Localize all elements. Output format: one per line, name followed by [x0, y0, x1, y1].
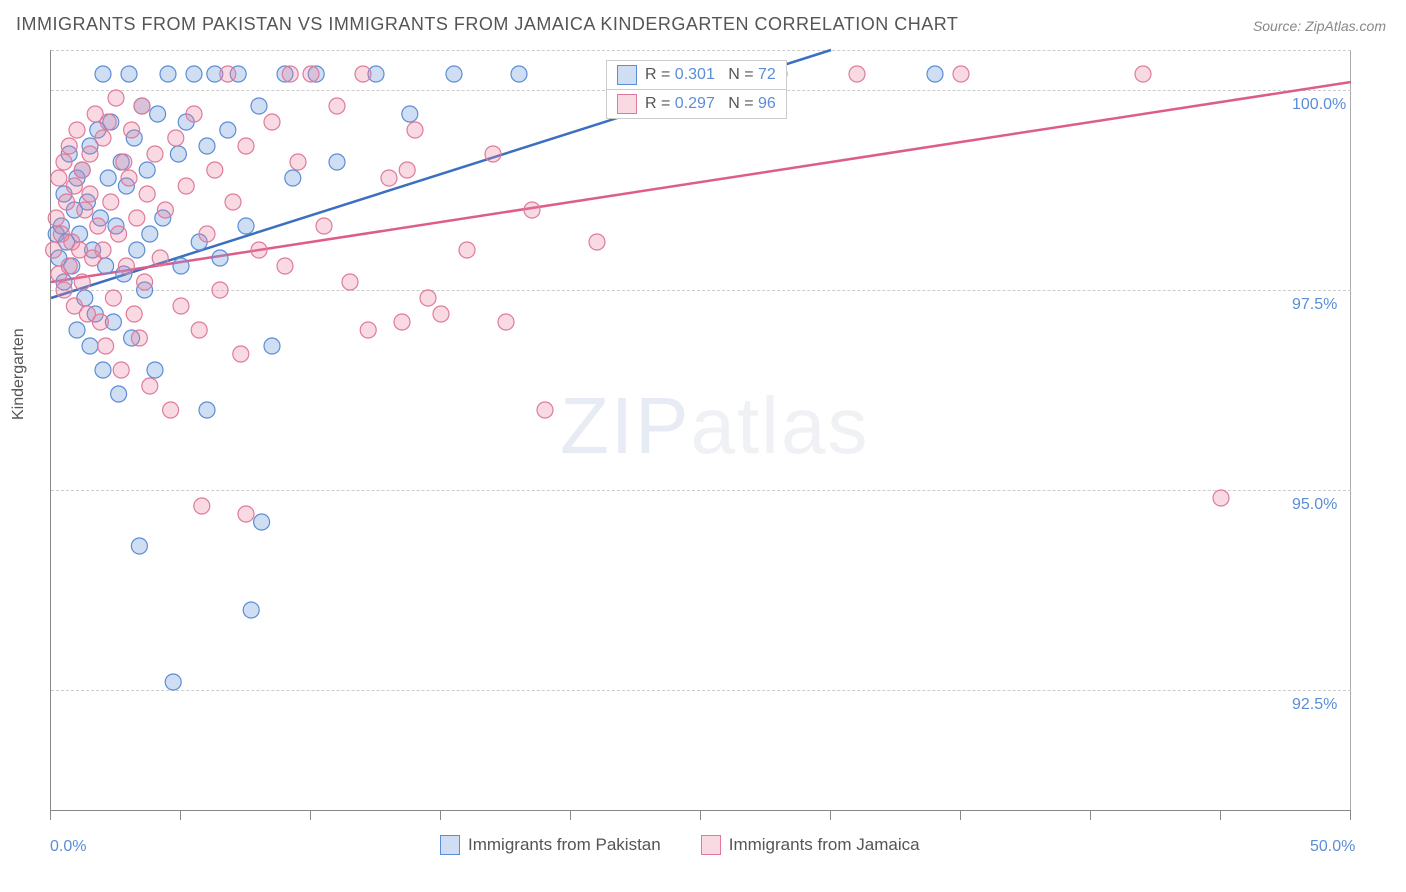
source-site: ZipAtlas.com — [1305, 18, 1386, 34]
source-prefix: Source: — [1253, 18, 1305, 34]
x-axis-ticks — [50, 810, 1350, 820]
correlation-legend-row: R = 0.301 N = 72 — [607, 61, 786, 90]
series-swatch — [701, 835, 721, 855]
x-tick-label: 0.0% — [50, 838, 86, 856]
correlation-legend-row: R = 0.297 N = 96 — [607, 90, 786, 118]
series-swatch — [617, 65, 637, 85]
y-tick-label: 100.0% — [1292, 96, 1346, 114]
chart-plot-area: R = 0.301 N = 72R = 0.297 N = 96 — [50, 50, 1351, 811]
series-legend: Immigrants from Pakistan Immigrants from … — [440, 835, 920, 855]
y-tick-label: 92.5% — [1292, 696, 1337, 714]
legend-label: Immigrants from Pakistan — [468, 835, 661, 855]
series-swatch — [617, 94, 637, 114]
y-tick-label: 97.5% — [1292, 296, 1337, 314]
legend-item: Immigrants from Jamaica — [701, 835, 920, 855]
x-tick-label: 50.0% — [1310, 838, 1355, 856]
series-swatch — [440, 835, 460, 855]
legend-label: Immigrants from Jamaica — [729, 835, 920, 855]
y-tick-label: 95.0% — [1292, 496, 1337, 514]
correlation-legend: R = 0.301 N = 72R = 0.297 N = 96 — [606, 60, 787, 119]
chart-title: IMMIGRANTS FROM PAKISTAN VS IMMIGRANTS F… — [16, 14, 958, 35]
y-axis-label: Kindergarten — [10, 328, 28, 420]
legend-item: Immigrants from Pakistan — [440, 835, 661, 855]
source-attribution: Source: ZipAtlas.com — [1253, 18, 1386, 34]
scatter-plot-svg — [51, 50, 1351, 810]
